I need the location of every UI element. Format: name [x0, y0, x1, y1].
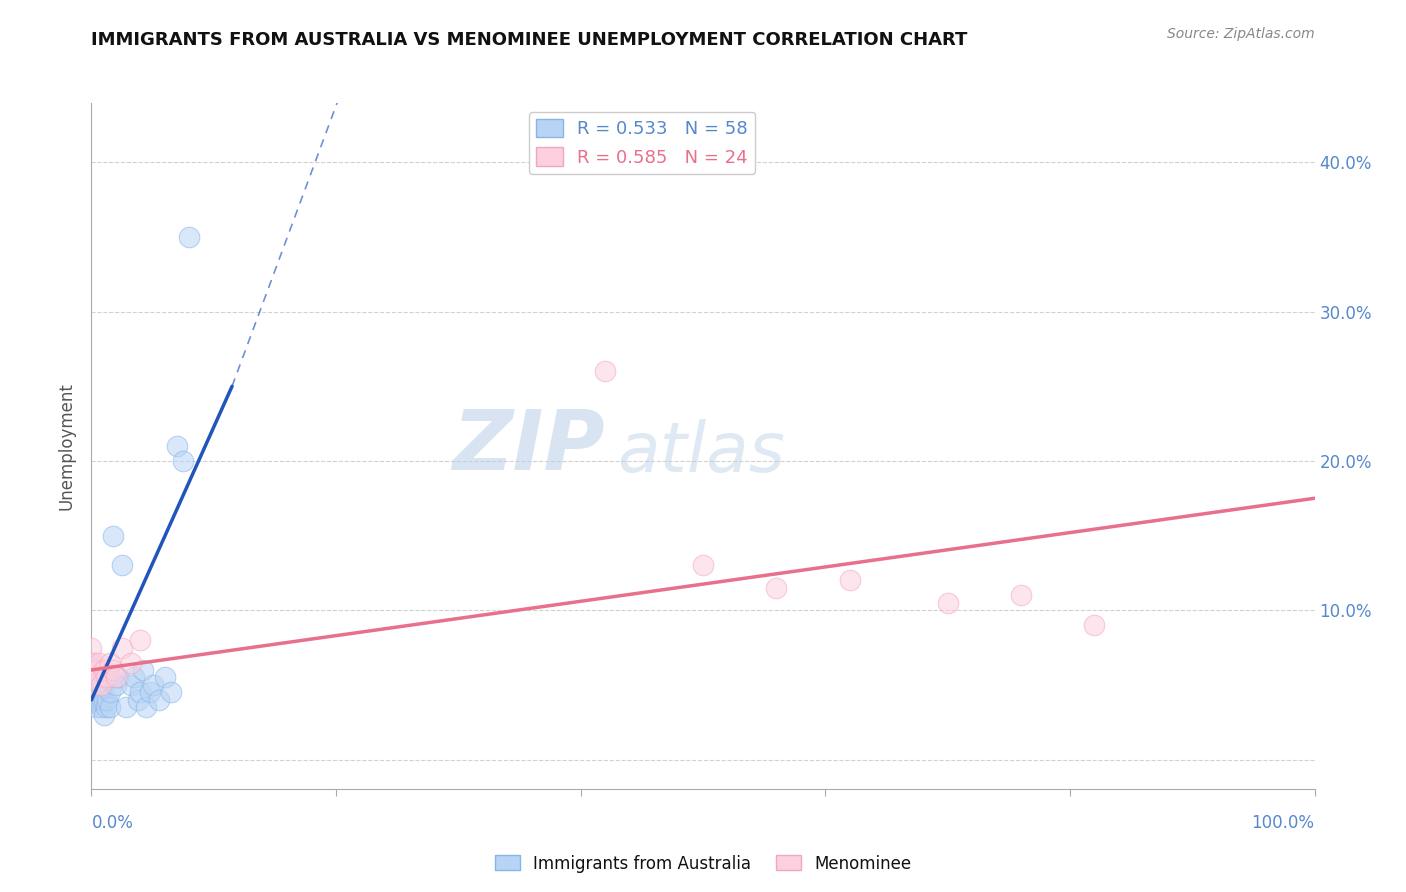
Point [82, 670, 104, 684]
Point [153, 670, 176, 684]
Point [692, 558, 714, 573]
Point [103, 663, 125, 677]
Point [104, 678, 127, 692]
Point [87, 693, 110, 707]
Point [122, 670, 145, 684]
Point [93, 693, 115, 707]
Point [86, 670, 108, 684]
Point [107, 670, 129, 684]
Point [114, 700, 136, 714]
Point [93, 678, 115, 692]
Point [936, 596, 959, 610]
Point [104, 670, 127, 684]
Point [83, 670, 105, 684]
Point [838, 574, 860, 588]
Point [765, 581, 787, 595]
Point [127, 693, 149, 707]
Point [84, 685, 107, 699]
Point [129, 633, 152, 648]
Point [84, 678, 107, 692]
Point [84, 693, 107, 707]
Point [96, 693, 118, 707]
Point [80, 670, 103, 684]
Point [80, 678, 103, 692]
Text: atlas: atlas [617, 419, 786, 486]
Point [86, 663, 108, 677]
Text: Source: ZipAtlas.com: Source: ZipAtlas.com [1167, 27, 1315, 41]
Point [129, 685, 152, 699]
Text: 0.0%: 0.0% [91, 814, 134, 831]
Point [89, 685, 111, 699]
Point [172, 454, 194, 468]
Text: ZIP: ZIP [453, 406, 605, 486]
Point [103, 528, 125, 542]
Point [89, 670, 111, 684]
Point [82, 670, 104, 684]
Legend: R = 0.533   N = 58, R = 0.585   N = 24: R = 0.533 N = 58, R = 0.585 N = 24 [529, 112, 755, 174]
Point [94, 670, 117, 684]
Point [160, 685, 183, 699]
Point [166, 439, 188, 453]
Point [93, 663, 115, 677]
Point [98, 700, 121, 714]
Point [120, 656, 142, 670]
Point [132, 663, 155, 677]
Point [84, 678, 107, 692]
Point [86, 693, 108, 707]
Point [141, 678, 163, 692]
Point [98, 656, 121, 670]
Text: 100.0%: 100.0% [1251, 814, 1315, 831]
Point [90, 678, 112, 692]
Point [87, 685, 110, 699]
Point [111, 640, 134, 655]
Point [83, 678, 105, 692]
Point [1010, 588, 1032, 602]
Point [80, 640, 103, 655]
Point [80, 663, 103, 677]
Point [93, 707, 115, 722]
Point [90, 678, 112, 692]
Point [83, 656, 105, 670]
Point [80, 685, 103, 699]
Point [84, 670, 107, 684]
Point [87, 656, 110, 670]
Point [82, 693, 104, 707]
Point [94, 700, 117, 714]
Y-axis label: Unemployment: Unemployment [58, 382, 76, 510]
Point [83, 693, 105, 707]
Point [179, 230, 201, 244]
Point [84, 663, 107, 677]
Point [86, 678, 108, 692]
Point [91, 693, 114, 707]
Point [100, 670, 122, 684]
Point [84, 663, 107, 677]
Point [91, 670, 114, 684]
Point [82, 685, 104, 699]
Point [82, 678, 104, 692]
Text: IMMIGRANTS FROM AUSTRALIA VS MENOMINEE UNEMPLOYMENT CORRELATION CHART: IMMIGRANTS FROM AUSTRALIA VS MENOMINEE U… [91, 31, 967, 49]
Point [148, 693, 170, 707]
Point [98, 685, 121, 699]
Point [593, 364, 616, 378]
Point [90, 700, 112, 714]
Point [135, 700, 157, 714]
Point [84, 700, 107, 714]
Point [83, 663, 105, 677]
Point [1083, 618, 1105, 632]
Point [80, 656, 103, 670]
Point [84, 670, 107, 684]
Point [139, 685, 162, 699]
Legend: Immigrants from Australia, Menominee: Immigrants from Australia, Menominee [488, 848, 918, 880]
Point [120, 678, 142, 692]
Point [111, 558, 134, 573]
Point [86, 670, 108, 684]
